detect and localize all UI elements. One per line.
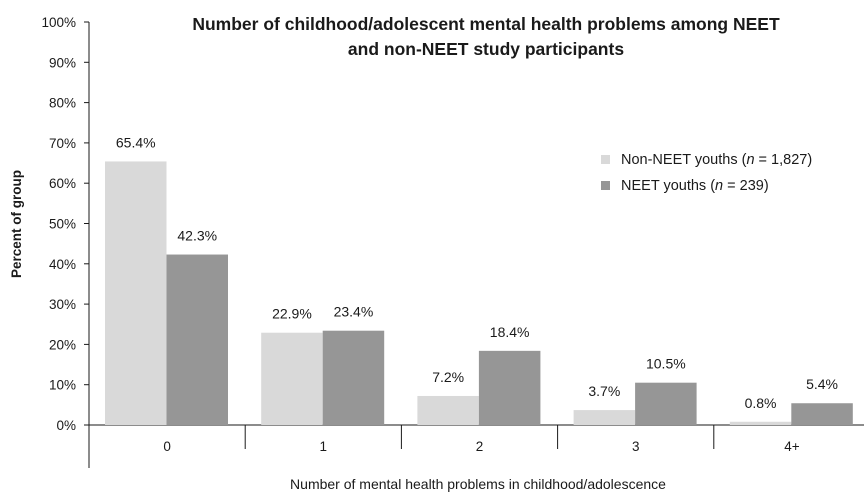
- y-tick-label: 90%: [49, 55, 76, 70]
- y-tick-label: 50%: [49, 217, 76, 232]
- y-tick-label: 80%: [49, 96, 76, 111]
- bar: [573, 410, 636, 425]
- y-tick-label: 100%: [41, 15, 76, 30]
- x-tick-label: 2: [476, 439, 484, 454]
- legend-swatch: [601, 181, 610, 190]
- chart-title-line-1: Number of childhood/adolescent mental he…: [192, 14, 780, 34]
- data-label: 3.7%: [588, 383, 620, 399]
- bar: [105, 161, 167, 426]
- y-tick-label: 30%: [49, 297, 76, 312]
- legend: Non-NEET youths (n = 1,827) NEET youths (…: [601, 152, 812, 194]
- y-tick-label: 70%: [49, 136, 76, 151]
- legend-entry: Non-NEET youths (n = 1,827): [621, 152, 812, 168]
- legend-entry: NEET youths (n = 239): [621, 178, 769, 194]
- y-tick-label: 60%: [49, 176, 76, 191]
- bar: [791, 403, 853, 425]
- data-label: 22.9%: [272, 306, 312, 322]
- y-tick-label: 20%: [49, 337, 76, 352]
- x-tick-label: 4+: [784, 439, 800, 454]
- x-tick-label: 3: [632, 439, 640, 454]
- x-tick-label: 0: [163, 439, 171, 454]
- data-label: 0.8%: [745, 395, 777, 411]
- plot-area: 0% 10% 20% 30% 40% 50% 60% 70% 80% 90% 100% 0 65.4% 4…: [41, 15, 864, 468]
- data-label: 5.4%: [806, 376, 838, 392]
- legend-swatch: [601, 155, 610, 164]
- data-label: 18.4%: [490, 324, 530, 340]
- bar: [261, 332, 323, 425]
- data-label: 23.4%: [334, 304, 374, 320]
- y-tick-label: 0%: [56, 418, 76, 433]
- x-tick-label: 1: [320, 439, 328, 454]
- x-axis-label: Number of mental health problems in chil…: [290, 476, 666, 492]
- data-label: 42.3%: [177, 228, 217, 244]
- chart-title-line-2: and non-NEET study participants: [348, 39, 624, 59]
- bar: [635, 382, 697, 425]
- bar: [729, 421, 792, 425]
- y-axis-label: Percent of group: [9, 170, 24, 278]
- bar: [166, 254, 228, 425]
- bar: [322, 330, 385, 425]
- y-tick-label: 10%: [49, 378, 76, 393]
- data-label: 7.2%: [432, 369, 464, 385]
- y-tick-label: 40%: [49, 257, 76, 272]
- bar: [417, 395, 479, 425]
- bar: [478, 350, 541, 425]
- data-label: 65.4%: [116, 134, 156, 150]
- data-label: 10.5%: [646, 356, 686, 372]
